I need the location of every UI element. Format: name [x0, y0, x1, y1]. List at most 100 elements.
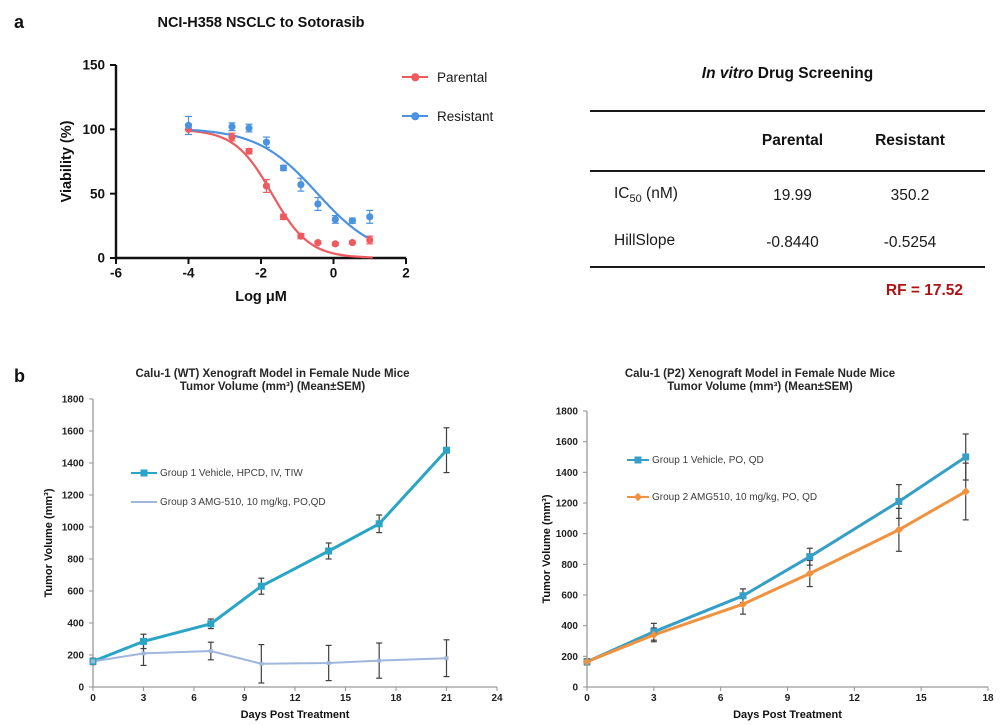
x-tick-label: -6: [110, 266, 122, 281]
data-point: [739, 592, 747, 600]
x-tick-label: 18: [982, 693, 994, 704]
data-point: [366, 213, 374, 221]
table-header-row: Parental Resistant: [590, 112, 985, 170]
legend-entry-resistant: Resistant: [402, 108, 493, 124]
y-tick-label: 800: [561, 560, 578, 571]
group3-marker-icon: [131, 500, 157, 504]
y-tick-label: 400: [67, 619, 84, 630]
x-tick-label: 3: [651, 693, 657, 704]
dose-response-legend: Parental Resistant: [402, 69, 493, 147]
y-tick-label: 50: [90, 186, 105, 201]
data-point: [207, 620, 215, 628]
x-tick-label: 12: [289, 693, 301, 704]
x-axis-label: Log μM: [235, 289, 287, 305]
data-point: [348, 238, 356, 247]
data-point: [326, 661, 331, 665]
group2-diamond-icon: [633, 492, 643, 502]
series-resistant: [184, 121, 374, 225]
y-tick-label: 600: [67, 587, 84, 598]
fit-curve: [188, 129, 373, 259]
group1-square-icon: [634, 456, 642, 464]
legend-label-resistant: Resistant: [437, 108, 494, 124]
data-point: [962, 453, 970, 461]
y-tick-label: 0: [78, 683, 84, 694]
data-point: [245, 124, 253, 132]
data-point: [262, 182, 271, 190]
data-point: [297, 181, 305, 189]
row-label-ic50: IC50 (nM): [614, 185, 678, 206]
y-tick-label: 1800: [556, 407, 579, 418]
dose-response-title: NCI-H358 NSCLC to Sotorasib: [157, 15, 365, 31]
xenograft-wt-title-line2: Tumor Volume (mm³) (Mean±SEM): [179, 381, 366, 393]
y-tick-label: 1800: [62, 395, 85, 406]
y-tick-label: 200: [67, 651, 84, 662]
data-point: [331, 240, 339, 248]
column-header-parental: Parental: [761, 132, 824, 149]
table-title-rest: Drug Screening: [753, 65, 874, 82]
y-tick-label: 200: [561, 652, 578, 663]
y-tick-label: 1600: [556, 437, 579, 448]
data-point: [279, 164, 288, 172]
data-point: [377, 658, 382, 663]
ic50-resistant-value: 350.2: [890, 186, 930, 204]
x-tick-label: 9: [785, 693, 791, 704]
data-point: [208, 649, 213, 653]
data-point: [325, 547, 333, 555]
error-bars: [90, 427, 450, 666]
parental-marker-icon: [402, 73, 428, 81]
xenograft-wt-legend: Group 1 Vehicle, HPCD, IV, TIW Group 3 A…: [131, 466, 326, 524]
data-point: [348, 217, 356, 225]
x-tick-label: 2: [402, 266, 410, 281]
resistant-marker-icon: [402, 112, 428, 120]
series-group-3-amg-510-10-mg-kg-po-qd: [91, 649, 449, 666]
table-rule-top: [590, 110, 985, 112]
data-point: [314, 200, 322, 208]
data-point: [257, 582, 265, 590]
y-tick-label: 600: [561, 591, 578, 602]
y-tick-label: 1600: [62, 427, 85, 438]
panel-a-label: a: [14, 12, 25, 32]
data-point: [262, 138, 271, 146]
data-point: [228, 133, 236, 141]
hillslope-resistant-value: -0.5254: [883, 233, 937, 251]
x-tick-label: 15: [340, 693, 352, 704]
data-point: [444, 656, 449, 661]
x-tick-label: 18: [390, 693, 402, 704]
series-line: [585, 455, 968, 664]
y-tick-label: 150: [82, 58, 105, 73]
error-bars: [90, 639, 450, 684]
data-point: [140, 637, 147, 645]
x-tick-label: 0: [584, 693, 590, 704]
x-tick-label: 6: [191, 693, 197, 704]
y-tick-label: 1400: [556, 468, 579, 479]
y-tick-label: 1000: [556, 529, 579, 540]
resistant-dot-icon: [411, 112, 419, 120]
legend-entry-group3: Group 3 AMG-510, 10 mg/kg, PO,QD: [131, 495, 326, 509]
x-axis-label: Days Post Treatment: [733, 709, 842, 721]
resistance-factor: RF = 17.52: [885, 282, 963, 299]
x-tick-label: 21: [441, 693, 453, 704]
group2-marker-icon: [627, 492, 649, 502]
xenograft-wt-chart: Calu-1 (WT) Xenograft Model in Female Nu…: [35, 366, 510, 725]
series-parental: [184, 125, 374, 248]
xenograft-p2-chart: Calu-1 (P2) Xenograft Model in Female Nu…: [520, 366, 1000, 725]
x-tick-label: 12: [849, 693, 861, 704]
y-tick-label: 100: [82, 122, 105, 137]
data-point: [895, 497, 903, 505]
x-tick-label: 9: [242, 693, 248, 704]
legend-entry-parental: Parental: [402, 69, 493, 85]
parental-dot-icon: [411, 73, 419, 81]
error-bars: [185, 123, 374, 246]
data-point: [297, 232, 305, 240]
y-axis-label: Viability (%): [59, 120, 75, 202]
data-point: [259, 661, 264, 666]
table-row-ic50: IC50 (nM) 19.99 350.2: [590, 172, 985, 219]
row-label-hillslope: HillSlope: [614, 232, 676, 250]
table-rule-mid: [590, 170, 985, 172]
table-title-italic: In vitro: [701, 65, 754, 82]
x-axis-label: Days Post Treatment: [241, 709, 350, 721]
drug-screening-table: In vitro Drug Screening Parental Resista…: [590, 64, 985, 300]
y-axis-label: Tumor Volume (mm³): [541, 494, 553, 603]
fit-curve: [188, 128, 372, 241]
panel-b-label: b: [14, 366, 25, 386]
